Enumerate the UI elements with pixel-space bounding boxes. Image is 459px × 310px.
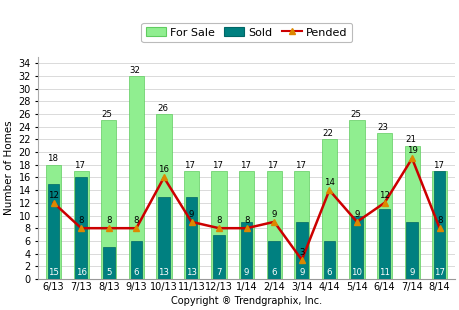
Bar <box>212 171 227 279</box>
Text: 17: 17 <box>240 161 251 170</box>
Text: 25: 25 <box>350 110 361 119</box>
Bar <box>267 171 282 279</box>
Bar <box>406 222 418 279</box>
Text: 16: 16 <box>158 165 169 174</box>
Bar <box>158 197 170 279</box>
Bar <box>404 146 420 279</box>
Text: 8: 8 <box>216 216 222 225</box>
Bar <box>46 165 61 279</box>
Bar <box>434 171 445 279</box>
Text: 15: 15 <box>48 268 59 277</box>
Text: 7: 7 <box>216 268 222 277</box>
Text: 32: 32 <box>129 65 140 74</box>
Text: 19: 19 <box>407 146 418 155</box>
Bar <box>213 235 225 279</box>
Text: 9: 9 <box>272 210 277 219</box>
Text: 8: 8 <box>244 216 249 225</box>
Bar <box>101 121 117 279</box>
Bar <box>73 171 89 279</box>
Text: 13: 13 <box>158 268 169 277</box>
X-axis label: Copyright ® Trendgraphix, Inc.: Copyright ® Trendgraphix, Inc. <box>171 296 322 306</box>
Text: 22: 22 <box>322 129 333 138</box>
Text: 14: 14 <box>324 178 335 187</box>
Text: 6: 6 <box>134 268 139 277</box>
Bar <box>379 209 390 279</box>
Text: 13: 13 <box>186 268 197 277</box>
Text: 17: 17 <box>74 161 85 170</box>
Text: 6: 6 <box>271 268 277 277</box>
Text: 17: 17 <box>267 161 278 170</box>
Text: 17: 17 <box>433 161 444 170</box>
Bar <box>377 133 392 279</box>
Bar <box>241 222 252 279</box>
Bar <box>186 197 197 279</box>
Text: 11: 11 <box>379 268 390 277</box>
Text: 17: 17 <box>212 161 223 170</box>
Bar <box>432 171 447 279</box>
Text: 10: 10 <box>352 268 363 277</box>
Text: 5: 5 <box>106 268 112 277</box>
Bar <box>75 178 87 279</box>
Bar <box>103 247 115 279</box>
Text: 6: 6 <box>327 268 332 277</box>
Bar <box>349 121 364 279</box>
Bar <box>157 114 172 279</box>
Text: 9: 9 <box>299 268 304 277</box>
Bar <box>48 184 59 279</box>
Text: 8: 8 <box>78 216 84 225</box>
Bar <box>184 171 199 279</box>
Text: 17: 17 <box>434 268 445 277</box>
Text: 9: 9 <box>409 268 415 277</box>
Text: 9: 9 <box>244 268 249 277</box>
Text: 23: 23 <box>377 122 388 131</box>
Bar <box>324 241 335 279</box>
Bar <box>129 76 144 279</box>
Text: 25: 25 <box>102 110 113 119</box>
Text: 17: 17 <box>295 161 306 170</box>
Text: 18: 18 <box>47 154 58 163</box>
Bar <box>296 222 308 279</box>
Text: 8: 8 <box>134 216 139 225</box>
Bar <box>294 171 309 279</box>
Text: 17: 17 <box>185 161 196 170</box>
Bar <box>351 215 363 279</box>
Text: 8: 8 <box>106 216 112 225</box>
Bar <box>239 171 254 279</box>
Text: 21: 21 <box>405 135 416 144</box>
Bar <box>269 241 280 279</box>
Text: 16: 16 <box>76 268 87 277</box>
Bar <box>130 241 142 279</box>
Text: 26: 26 <box>157 104 168 113</box>
Y-axis label: Number of Homes: Number of Homes <box>4 121 14 215</box>
Text: 12: 12 <box>48 191 59 200</box>
Text: 8: 8 <box>437 216 442 225</box>
Text: 9: 9 <box>354 210 360 219</box>
Text: 9: 9 <box>189 210 194 219</box>
Legend: For Sale, Sold, Pended: For Sale, Sold, Pended <box>141 23 352 42</box>
Text: 3: 3 <box>299 248 305 257</box>
Text: 12: 12 <box>379 191 390 200</box>
Bar <box>322 140 337 279</box>
